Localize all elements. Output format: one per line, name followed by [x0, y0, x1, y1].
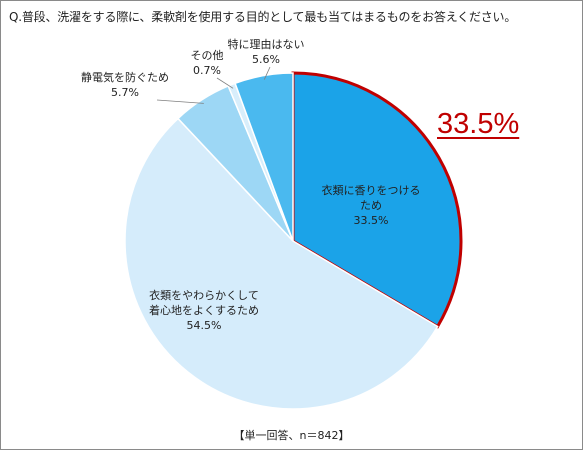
leader-lines: [156, 66, 271, 104]
slice-label-2: 衣類をやわらかくして: [149, 288, 259, 302]
leader-line-4: [216, 77, 234, 89]
highlight-value: 33.5%: [437, 108, 520, 140]
leader-line-3: [156, 99, 204, 104]
slice-value-label-2: 54.5%: [187, 319, 222, 332]
slice-label-3: 静電気を防ぐため: [81, 70, 169, 84]
pie-slice-5: [234, 72, 294, 242]
slice-label-1: 衣類に香りをつける: [322, 183, 421, 197]
slice-label-4: その他: [191, 49, 224, 62]
pie-slice-2: [124, 117, 439, 410]
slice-label-2: 着心地をよくするため: [149, 303, 259, 317]
slice-value-label-4: 0.7%: [193, 64, 221, 77]
slice-value-label-5: 5.6%: [252, 53, 280, 66]
slice-value-label-3: 5.7%: [111, 86, 139, 99]
slice-label-5: 特に理由はない: [228, 37, 305, 51]
slice-label-1: ため: [360, 199, 382, 212]
sample-note: 【単一回答、n＝842】: [233, 429, 350, 442]
slice-value-label-1: 33.5%: [354, 214, 389, 227]
question-title: Q.普段、洗濯をする際に、柔軟剤を使用する目的として最も当てはまるものをお答えく…: [9, 10, 517, 24]
pie-slice-1: [291, 71, 463, 329]
pie-slices: [124, 71, 463, 410]
leader-line-5: [263, 66, 271, 80]
